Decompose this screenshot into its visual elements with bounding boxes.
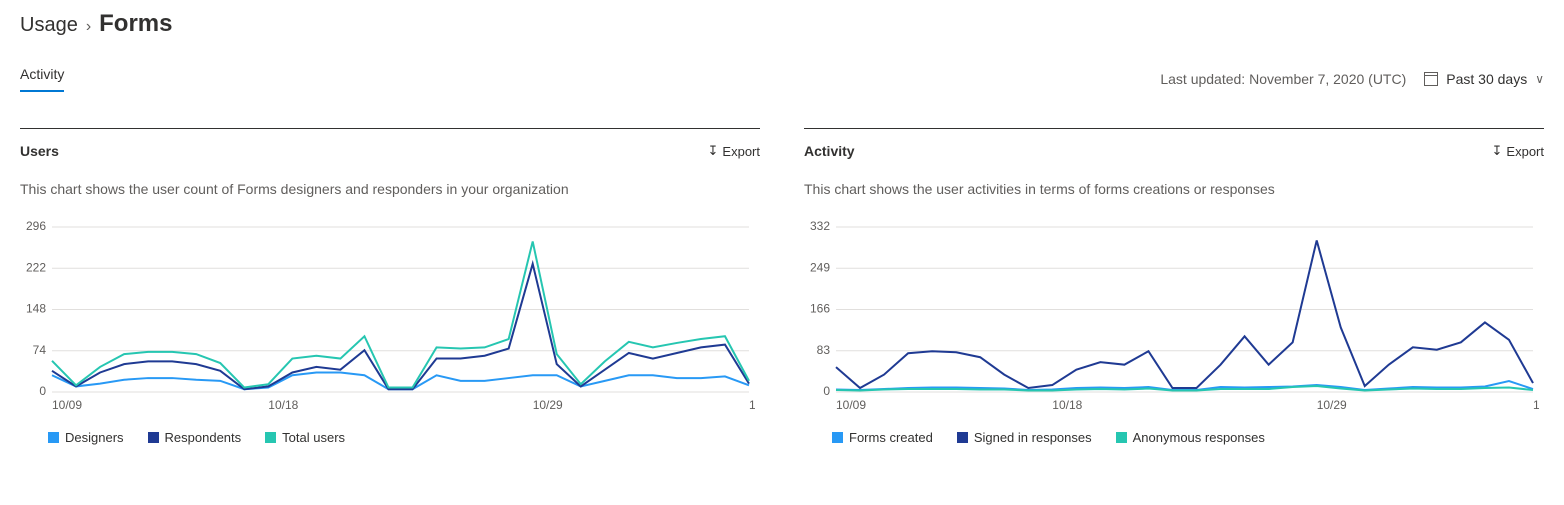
- legend-swatch: [148, 432, 159, 443]
- download-icon: ↧: [708, 143, 719, 159]
- legend-users: Designers Respondents Total users: [48, 430, 760, 445]
- svg-text:11/07: 11/07: [1533, 398, 1539, 412]
- legend-item[interactable]: Anonymous responses: [1116, 430, 1265, 445]
- legend-swatch: [1116, 432, 1127, 443]
- date-range-selector[interactable]: Past 30 days ∨: [1424, 71, 1544, 87]
- svg-text:74: 74: [33, 343, 47, 357]
- svg-text:166: 166: [810, 302, 830, 316]
- panel-activity: Activity ↧ Export This chart shows the u…: [804, 128, 1544, 445]
- breadcrumb-parent[interactable]: Usage: [20, 14, 78, 37]
- legend-swatch: [957, 432, 968, 443]
- legend-item[interactable]: Forms created: [832, 430, 933, 445]
- svg-text:148: 148: [26, 302, 46, 316]
- legend-label: Respondents: [165, 430, 242, 445]
- legend-swatch: [832, 432, 843, 443]
- legend-item[interactable]: Total users: [265, 430, 345, 445]
- svg-text:222: 222: [26, 260, 46, 274]
- breadcrumb-separator: ›: [86, 18, 91, 36]
- legend-label: Signed in responses: [974, 430, 1092, 445]
- breadcrumb: Usage › Forms: [20, 10, 1544, 38]
- svg-text:10/18: 10/18: [1052, 398, 1082, 412]
- legend-label: Forms created: [849, 430, 933, 445]
- panel-desc-activity: This chart shows the user activities in …: [804, 181, 1544, 197]
- legend-item[interactable]: Designers: [48, 430, 124, 445]
- svg-text:332: 332: [810, 221, 830, 233]
- breadcrumb-current: Forms: [99, 10, 172, 38]
- date-range-label: Past 30 days: [1446, 71, 1527, 87]
- legend-label: Total users: [282, 430, 345, 445]
- legend-item[interactable]: Signed in responses: [957, 430, 1092, 445]
- panel-title-users: Users: [20, 143, 59, 159]
- chart-activity: 0 83 166 249 332 10/09 10/18 10/29 11/07: [804, 221, 1544, 416]
- svg-text:10/18: 10/18: [268, 398, 298, 412]
- svg-text:83: 83: [817, 343, 831, 357]
- legend-label: Anonymous responses: [1133, 430, 1265, 445]
- svg-text:249: 249: [810, 260, 830, 274]
- export-button-users[interactable]: ↧ Export: [708, 143, 760, 159]
- panel-title-activity: Activity: [804, 143, 855, 159]
- panel-users: Users ↧ Export This chart shows the user…: [20, 128, 760, 445]
- svg-text:10/29: 10/29: [1317, 398, 1347, 412]
- svg-text:0: 0: [39, 384, 46, 398]
- calendar-icon: [1424, 72, 1438, 86]
- svg-text:0: 0: [823, 384, 830, 398]
- tab-activity[interactable]: Activity: [20, 66, 64, 92]
- export-button-activity[interactable]: ↧ Export: [1492, 143, 1544, 159]
- svg-text:10/29: 10/29: [533, 398, 563, 412]
- legend-swatch: [265, 432, 276, 443]
- svg-text:10/09: 10/09: [836, 398, 866, 412]
- header-controls: Last updated: November 7, 2020 (UTC) Pas…: [1160, 71, 1544, 87]
- legend-label: Designers: [65, 430, 124, 445]
- legend-item[interactable]: Respondents: [148, 430, 242, 445]
- svg-text:11/07: 11/07: [749, 398, 755, 412]
- legend-swatch: [48, 432, 59, 443]
- last-updated-text: Last updated: November 7, 2020 (UTC): [1160, 71, 1406, 87]
- svg-text:10/09: 10/09: [52, 398, 82, 412]
- panel-desc-users: This chart shows the user count of Forms…: [20, 181, 760, 197]
- download-icon: ↧: [1492, 143, 1503, 159]
- chart-users: 0 74 148 222 296 10/09 10/18 10/29 11/07: [20, 221, 760, 416]
- legend-activity: Forms created Signed in responses Anonymou…: [832, 430, 1544, 445]
- chevron-down-icon: ∨: [1535, 72, 1544, 86]
- svg-text:296: 296: [26, 221, 46, 233]
